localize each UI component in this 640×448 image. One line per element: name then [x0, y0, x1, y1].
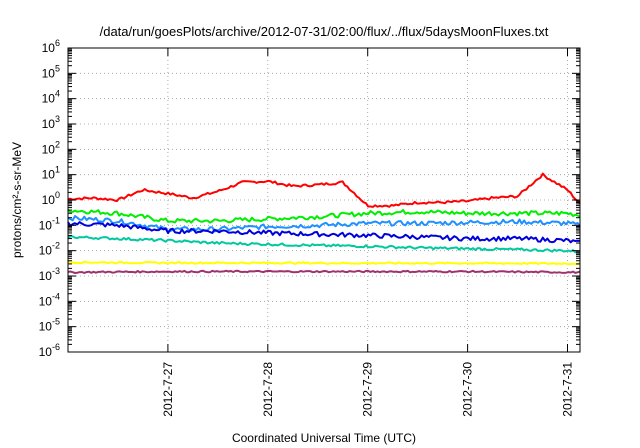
- y-tick-label: 105: [42, 63, 60, 80]
- y-tick-label: 100: [42, 190, 60, 207]
- y-tick-label: 10-2: [39, 241, 60, 258]
- y-tick-label: 10-1: [39, 215, 60, 232]
- series-line: [67, 269, 581, 274]
- x-tick-label: 2012-7-29: [361, 362, 375, 417]
- x-axis-label: Coordinated Universal Time (UTC): [232, 431, 416, 445]
- series-line: [67, 215, 581, 233]
- x-tick-label: 2012-7-28: [261, 362, 275, 417]
- series-layer: [67, 172, 581, 274]
- x-tick-labels: 2012-7-27 2012-7-28 2012-7-29 2012-7-30 2012…: [161, 362, 575, 417]
- y-tick-label: 10-5: [39, 317, 60, 334]
- y-tick-label: 103: [42, 114, 60, 131]
- y-tick-label: 106: [42, 38, 60, 55]
- y-tick-label: 104: [42, 89, 60, 106]
- y-tick-label: 10-4: [39, 291, 60, 308]
- axis-ticks: [68, 47, 580, 353]
- series-line: [67, 209, 581, 224]
- y-tick-label: 102: [42, 139, 60, 156]
- series-line: [67, 172, 581, 208]
- series-line: [67, 260, 581, 266]
- chart-grid: [68, 48, 580, 352]
- series-line: [67, 235, 581, 254]
- x-tick-label: 2012-7-27: [161, 362, 175, 417]
- series-line: [67, 221, 581, 244]
- chart-title: /data/run/goesPlots/archive/2012-07-31/0…: [100, 24, 549, 39]
- y-tick-label: 10-6: [39, 342, 60, 359]
- y-tick-label: 101: [42, 165, 60, 182]
- y-tick-labels: 10-6 10-5 10-4 10-3 10-2 10-1 100 101 102 103 104 1…: [39, 38, 60, 359]
- y-axis-label: protons/cm²-s-sr-MeV: [10, 142, 24, 258]
- y-tick-label: 10-3: [39, 266, 60, 283]
- x-tick-label: 2012-7-31: [561, 362, 575, 417]
- x-tick-label: 2012-7-30: [461, 362, 475, 417]
